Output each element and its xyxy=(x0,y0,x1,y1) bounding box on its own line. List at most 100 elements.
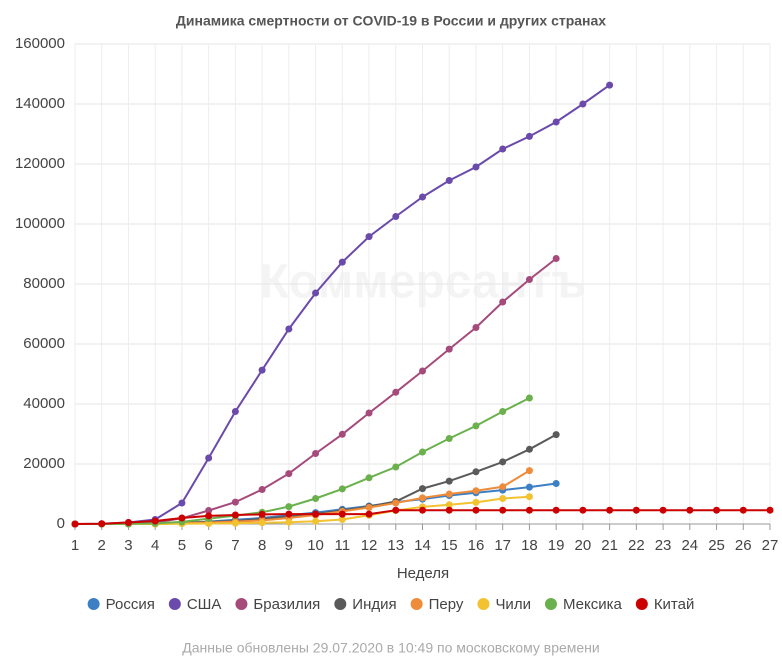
x-tick-label: 26 xyxy=(735,537,752,554)
x-tick-label: 24 xyxy=(681,537,698,554)
point xyxy=(499,495,507,502)
point xyxy=(739,506,747,514)
point xyxy=(499,506,507,514)
legend-label: Мексика xyxy=(563,596,623,613)
chart-title: Динамика смертности от COVID-19 в России… xyxy=(176,13,606,29)
point xyxy=(338,485,346,493)
point xyxy=(392,213,400,220)
x-tick-label: 10 xyxy=(307,537,324,554)
point xyxy=(419,506,426,514)
legend-label: США xyxy=(187,596,222,613)
point xyxy=(552,480,560,487)
point xyxy=(419,494,426,502)
x-axis-label: Неделя xyxy=(397,565,449,582)
point xyxy=(445,506,453,514)
point xyxy=(338,430,346,438)
x-tick-label: 17 xyxy=(494,537,511,554)
legend-label: Чили xyxy=(495,596,531,613)
point xyxy=(205,507,213,514)
y-tick-label: 0 xyxy=(57,515,65,532)
point xyxy=(312,510,320,518)
point xyxy=(151,517,159,525)
x-tick-label: 9 xyxy=(285,537,293,554)
point xyxy=(178,514,186,522)
point xyxy=(312,517,320,525)
point xyxy=(525,467,533,475)
x-tick-label: 7 xyxy=(231,537,239,554)
point xyxy=(419,448,426,456)
point xyxy=(258,510,266,518)
x-tick-label: 4 xyxy=(151,537,159,554)
point xyxy=(231,408,239,415)
point xyxy=(258,519,266,527)
legend-label: Бразилия xyxy=(253,596,320,613)
x-tick-label: 19 xyxy=(548,537,565,554)
point xyxy=(285,510,293,518)
x-tick-label: 23 xyxy=(655,537,672,554)
legend-marker xyxy=(334,598,347,610)
x-tick-label: 16 xyxy=(468,537,485,554)
point xyxy=(766,506,774,514)
x-tick-label: 13 xyxy=(387,537,404,554)
point xyxy=(472,163,480,171)
point xyxy=(499,483,507,491)
point xyxy=(285,503,293,511)
point xyxy=(419,193,426,201)
point xyxy=(445,490,453,498)
point xyxy=(71,520,79,528)
point xyxy=(445,435,453,442)
point xyxy=(231,498,239,506)
point xyxy=(525,506,533,514)
point xyxy=(525,445,533,453)
y-tick-label: 140000 xyxy=(15,95,65,112)
y-tick-label: 120000 xyxy=(15,155,65,172)
point xyxy=(285,325,293,333)
y-tick-label: 80000 xyxy=(23,275,65,292)
point xyxy=(472,324,480,331)
point xyxy=(472,498,480,506)
point xyxy=(579,100,587,108)
point xyxy=(419,485,426,493)
point xyxy=(472,422,480,430)
legend-label: Перу xyxy=(429,596,464,613)
point xyxy=(445,177,453,184)
legend-label: Китай xyxy=(654,596,695,613)
y-tick-label: 60000 xyxy=(23,335,65,352)
footnote: Данные обновлены 29.07.2020 в 10:49 по м… xyxy=(182,640,599,656)
point xyxy=(205,520,213,528)
point xyxy=(579,506,587,514)
point xyxy=(606,506,614,514)
legend-marker xyxy=(477,598,490,610)
point xyxy=(98,520,106,528)
series-line xyxy=(75,397,530,525)
x-tick-label: 3 xyxy=(124,537,132,554)
point xyxy=(445,477,453,485)
x-tick-label: 11 xyxy=(335,537,351,554)
point xyxy=(124,519,132,526)
x-tick-label: 8 xyxy=(258,537,266,554)
point xyxy=(231,511,239,519)
point xyxy=(258,366,266,374)
y-tick-label: 20000 xyxy=(23,455,65,472)
point xyxy=(606,81,614,89)
x-tick-label: 14 xyxy=(414,537,431,554)
point xyxy=(632,506,640,514)
x-tick-label: 21 xyxy=(601,537,618,554)
x-tick-label: 15 xyxy=(441,537,458,554)
legend-marker xyxy=(168,598,181,610)
x-tick-label: 12 xyxy=(361,537,378,554)
point xyxy=(338,516,346,523)
point xyxy=(365,233,373,241)
legend-marker xyxy=(87,598,100,610)
x-tick-label: 25 xyxy=(708,537,725,554)
point xyxy=(525,132,533,140)
y-tick-label: 160000 xyxy=(15,35,65,52)
y-tick-label: 100000 xyxy=(15,215,65,232)
point xyxy=(499,458,507,466)
point xyxy=(205,512,213,520)
point xyxy=(178,499,186,507)
point xyxy=(312,495,320,502)
legend-marker xyxy=(235,598,248,610)
point xyxy=(472,506,480,514)
point xyxy=(499,298,507,306)
